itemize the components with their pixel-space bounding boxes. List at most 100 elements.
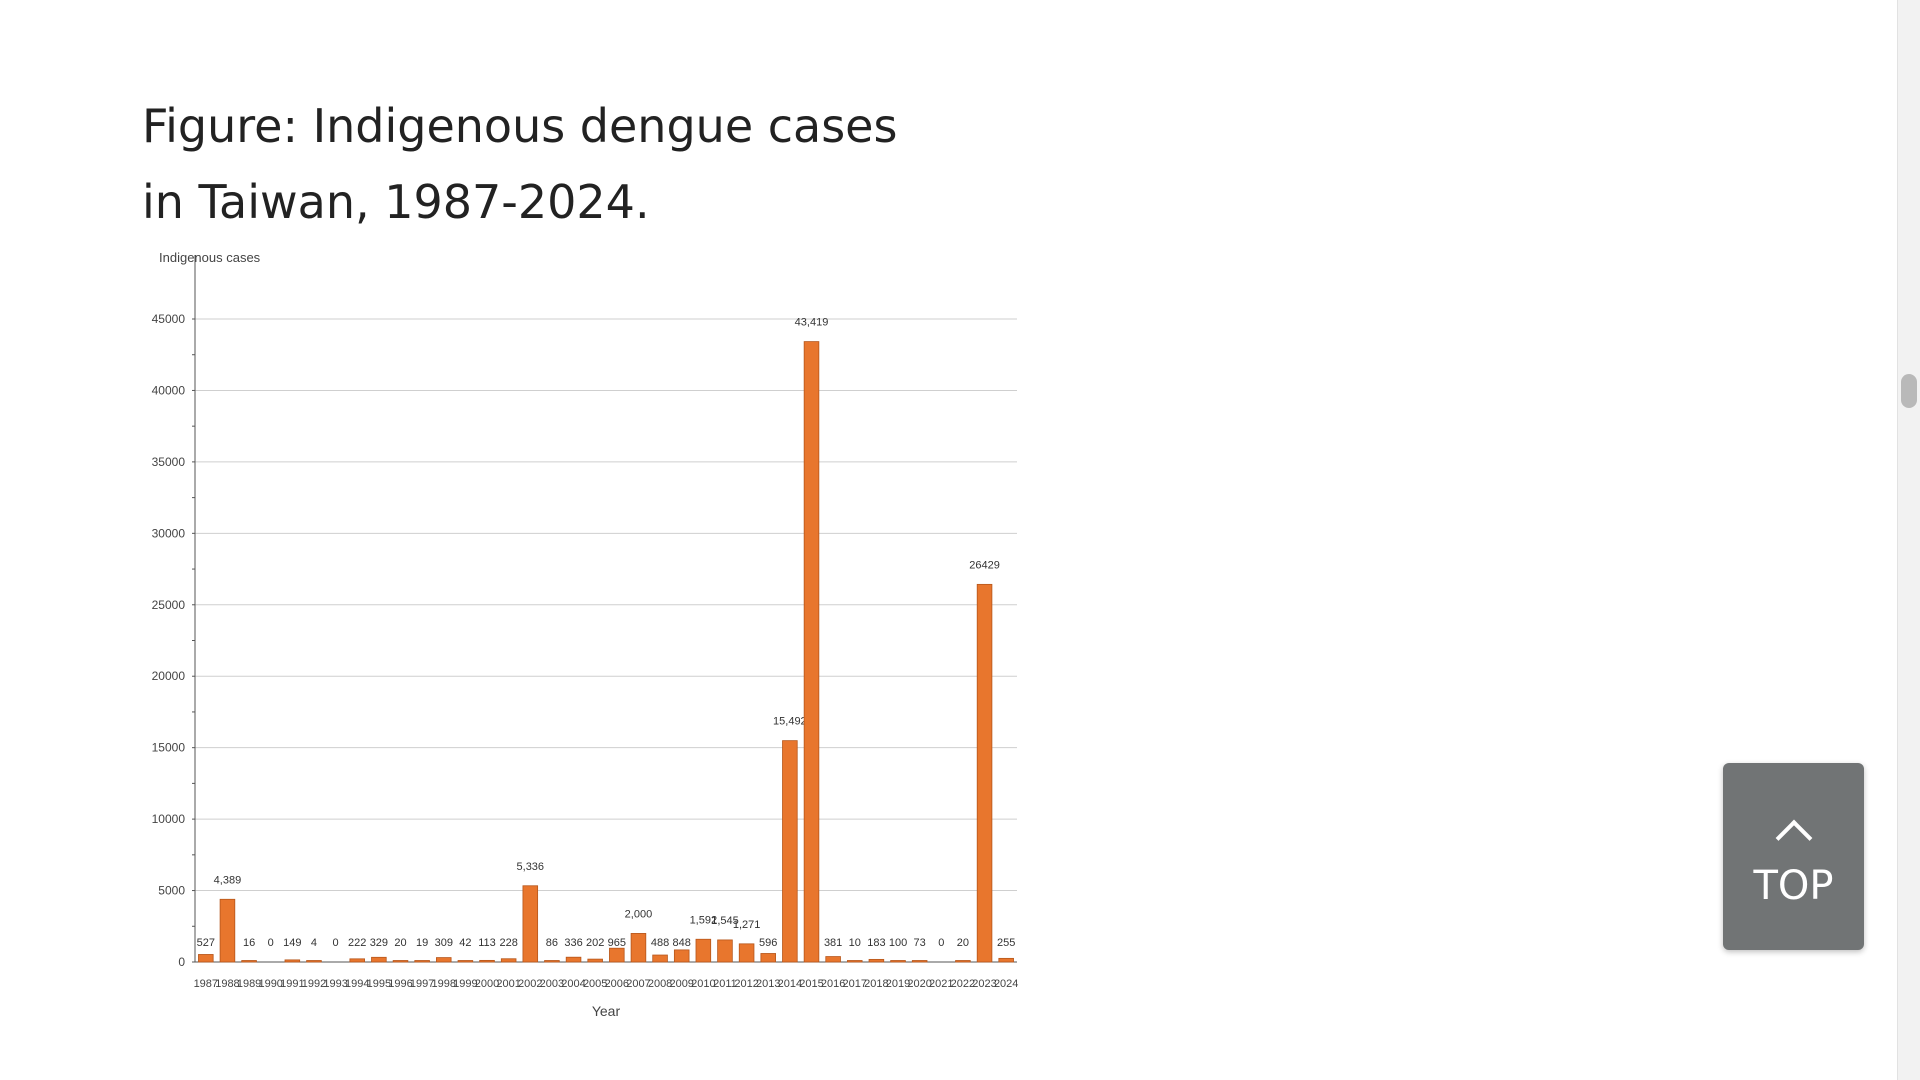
x-tick-label: 2012	[734, 978, 758, 990]
bar	[630, 933, 647, 963]
data-label: 20	[957, 937, 969, 949]
x-tick-label: 2015	[799, 978, 823, 990]
x-tick-label: 1990	[258, 978, 282, 990]
data-label: 20	[394, 937, 406, 949]
bar	[306, 960, 322, 963]
x-tick-label: 2010	[691, 978, 715, 990]
data-label: 381	[824, 937, 842, 949]
bar	[890, 960, 906, 963]
bar	[803, 341, 820, 963]
x-tick-label: 2024	[994, 978, 1018, 990]
bar	[868, 958, 885, 963]
bar	[241, 960, 257, 963]
x-tick-label: 1998	[432, 978, 456, 990]
data-label: 255	[997, 937, 1015, 949]
data-label: 19	[416, 937, 428, 949]
data-label: 100	[889, 937, 907, 949]
bar	[998, 957, 1014, 963]
x-tick-label: 2017	[843, 978, 867, 990]
x-tick-label: 2014	[778, 978, 802, 990]
x-tick-label: 2005	[583, 978, 607, 990]
vertical-scrollbar[interactable]	[1897, 0, 1920, 1080]
bar	[825, 956, 841, 963]
x-tick-label: 2019	[886, 978, 910, 990]
x-tick-label: 1992	[302, 978, 326, 990]
x-axis-title: Year	[592, 1003, 621, 1019]
x-tick-label: 2020	[907, 978, 931, 990]
bar	[847, 960, 863, 963]
y-tick-label: 35000	[152, 455, 186, 469]
bar	[717, 939, 733, 963]
data-label: 4,389	[214, 874, 242, 886]
x-tick-label: 1996	[388, 978, 412, 990]
y-tick-label: 30000	[152, 526, 186, 540]
y-tick-label: 5000	[158, 884, 185, 898]
bar	[782, 740, 798, 963]
y-tick-label: 40000	[152, 383, 186, 397]
data-label: 16	[243, 937, 255, 949]
data-label: 309	[435, 937, 453, 949]
bar	[198, 954, 214, 963]
bar	[911, 960, 928, 963]
bar	[522, 885, 539, 963]
bar	[652, 954, 668, 963]
bar	[371, 956, 387, 963]
data-label: 1,592	[690, 914, 718, 926]
y-tick-label: 10000	[152, 812, 186, 826]
x-tick-label: 2022	[951, 978, 975, 990]
x-tick-label: 1989	[237, 978, 261, 990]
x-tick-label: 2004	[561, 978, 585, 990]
x-tick-label: 1988	[215, 978, 239, 990]
data-label: 2,000	[625, 908, 653, 920]
y-axis-title: Indigenous cases	[159, 250, 261, 265]
y-tick-label: 45000	[152, 312, 186, 326]
x-tick-label: 2008	[648, 978, 672, 990]
chevron-up-icon	[1775, 819, 1812, 857]
y-tick-label: 25000	[152, 598, 186, 612]
data-label: 183	[867, 937, 885, 949]
x-tick-label: 1994	[345, 978, 369, 990]
data-label: 527	[197, 937, 215, 949]
x-tick-label: 2018	[864, 978, 888, 990]
chart-container: Indigenous cases 0 5000 10000 15000 20000 2500…	[140, 240, 1040, 1040]
bar	[760, 953, 776, 963]
bar	[673, 949, 690, 963]
data-label: 42	[459, 937, 471, 949]
data-label: 222	[348, 937, 366, 949]
data-label: 4	[311, 937, 317, 949]
top-button-label: TOP	[1753, 863, 1834, 909]
data-label: 86	[546, 937, 558, 949]
x-tick-label: 1995	[367, 978, 391, 990]
data-label: 202	[586, 937, 604, 949]
data-label: 73	[914, 937, 926, 949]
x-tick-label: 2011	[713, 978, 737, 990]
data-label: 26429	[969, 559, 1000, 571]
data-label: 15,492	[773, 716, 807, 728]
bar	[436, 957, 452, 963]
x-tick-label: 2001	[496, 978, 520, 990]
bar	[738, 943, 755, 963]
x-tick-label: 1987	[194, 978, 218, 990]
page-title: Figure: Indigenous dengue cases in Taiwa…	[142, 99, 898, 229]
x-tick-label: 2007	[626, 978, 650, 990]
x-tick-label: 1991	[280, 978, 304, 990]
x-tick-label: 1993	[323, 978, 347, 990]
bar	[349, 958, 365, 963]
bar	[587, 958, 603, 963]
data-label: 228	[499, 937, 517, 949]
back-to-top-button[interactable]: TOP	[1723, 763, 1864, 950]
data-label: 5,336	[517, 861, 545, 873]
data-label: 0	[333, 937, 339, 949]
bar	[565, 956, 582, 963]
x-tick-label: 2021	[929, 978, 953, 990]
data-label: 596	[759, 937, 777, 949]
bar	[500, 958, 517, 963]
x-tick-label: 1997	[410, 978, 434, 990]
x-tick-label: 2016	[821, 978, 845, 990]
bar	[544, 960, 560, 963]
x-tick-label: 2002	[518, 978, 542, 990]
data-label: 848	[673, 937, 691, 949]
data-label: 149	[283, 937, 301, 949]
bar	[414, 960, 430, 963]
scrollbar-thumb[interactable]	[1901, 374, 1917, 408]
